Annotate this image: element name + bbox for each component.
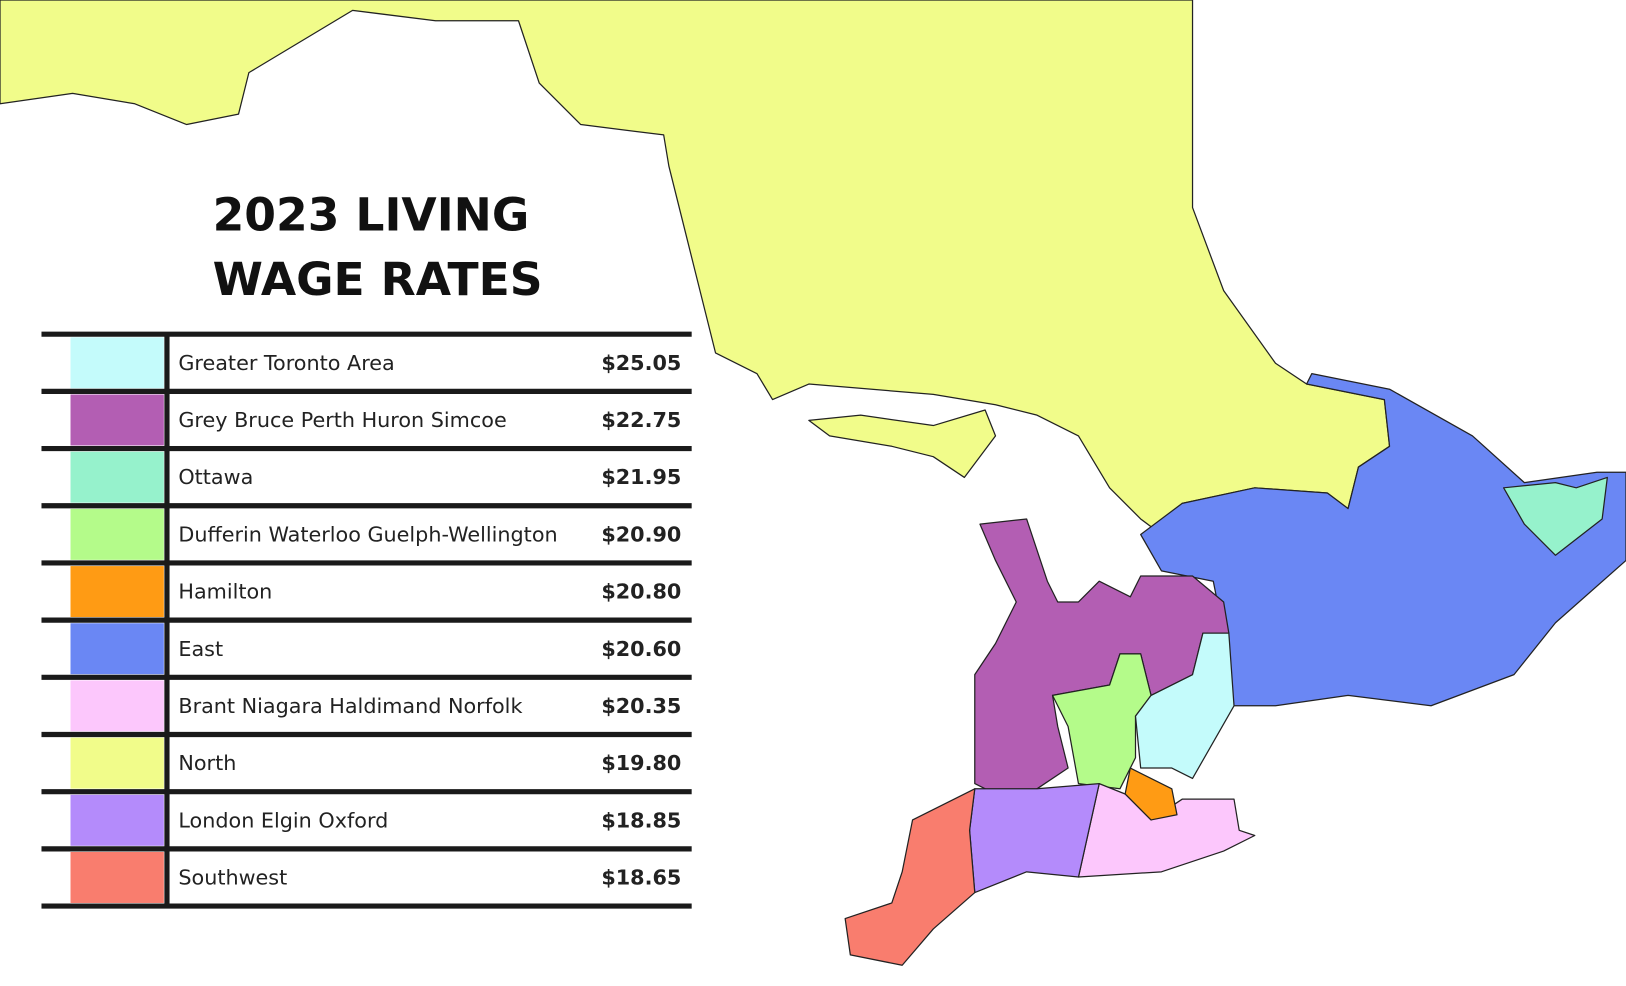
map-regions <box>0 0 1626 966</box>
swatch <box>70 508 164 560</box>
region-north <box>0 0 1391 536</box>
legend-table: Greater Toronto Area $25.05 Grey Bruce Per… <box>41 331 692 909</box>
region-name: East <box>178 637 223 661</box>
swatch <box>70 394 164 446</box>
region-east <box>1140 373 1626 707</box>
swatch <box>70 680 164 732</box>
region-rate: $20.80 <box>601 580 681 604</box>
region-name: Brant Niagara Haldimand Norfolk <box>178 694 522 718</box>
region-name: Greater Toronto Area <box>178 351 394 375</box>
region-southwest <box>844 788 976 966</box>
region-rate: $20.60 <box>601 637 681 661</box>
swatch <box>70 566 164 618</box>
region-name: Hamilton <box>178 580 272 604</box>
region-rate: $18.65 <box>601 866 681 890</box>
region-rate: $18.85 <box>601 808 681 832</box>
swatch <box>70 852 164 903</box>
swatch <box>70 794 164 846</box>
swatch <box>70 737 164 789</box>
region-hamilton <box>1124 767 1178 821</box>
region-name: London Elgin Oxford <box>178 808 388 832</box>
region-name: Dufferin Waterloo Guelph-Wellington <box>178 522 557 546</box>
region-rate: $20.90 <box>601 522 681 546</box>
title-line: 2023 LIVING <box>213 188 530 241</box>
region-rate: $19.80 <box>601 751 681 775</box>
swatch <box>70 623 164 675</box>
region-rate: $20.35 <box>601 694 681 718</box>
region-name: North <box>178 751 236 775</box>
region-name: Ottawa <box>178 465 253 489</box>
region-name: Southwest <box>178 866 287 890</box>
region-ottawa <box>1503 476 1608 556</box>
region-rate: $22.75 <box>601 408 681 432</box>
swatch <box>70 337 164 389</box>
region-north-island <box>808 409 997 479</box>
region-rate: $21.95 <box>601 465 681 489</box>
title: 2023 LIVING WAGE RATES <box>213 188 546 305</box>
swatch <box>70 451 164 503</box>
region-rate: $25.05 <box>601 351 681 375</box>
title-line: WAGE RATES <box>213 253 543 306</box>
region-name: Grey Bruce Perth Huron Simcoe <box>178 408 506 432</box>
region-gta <box>1134 632 1235 780</box>
